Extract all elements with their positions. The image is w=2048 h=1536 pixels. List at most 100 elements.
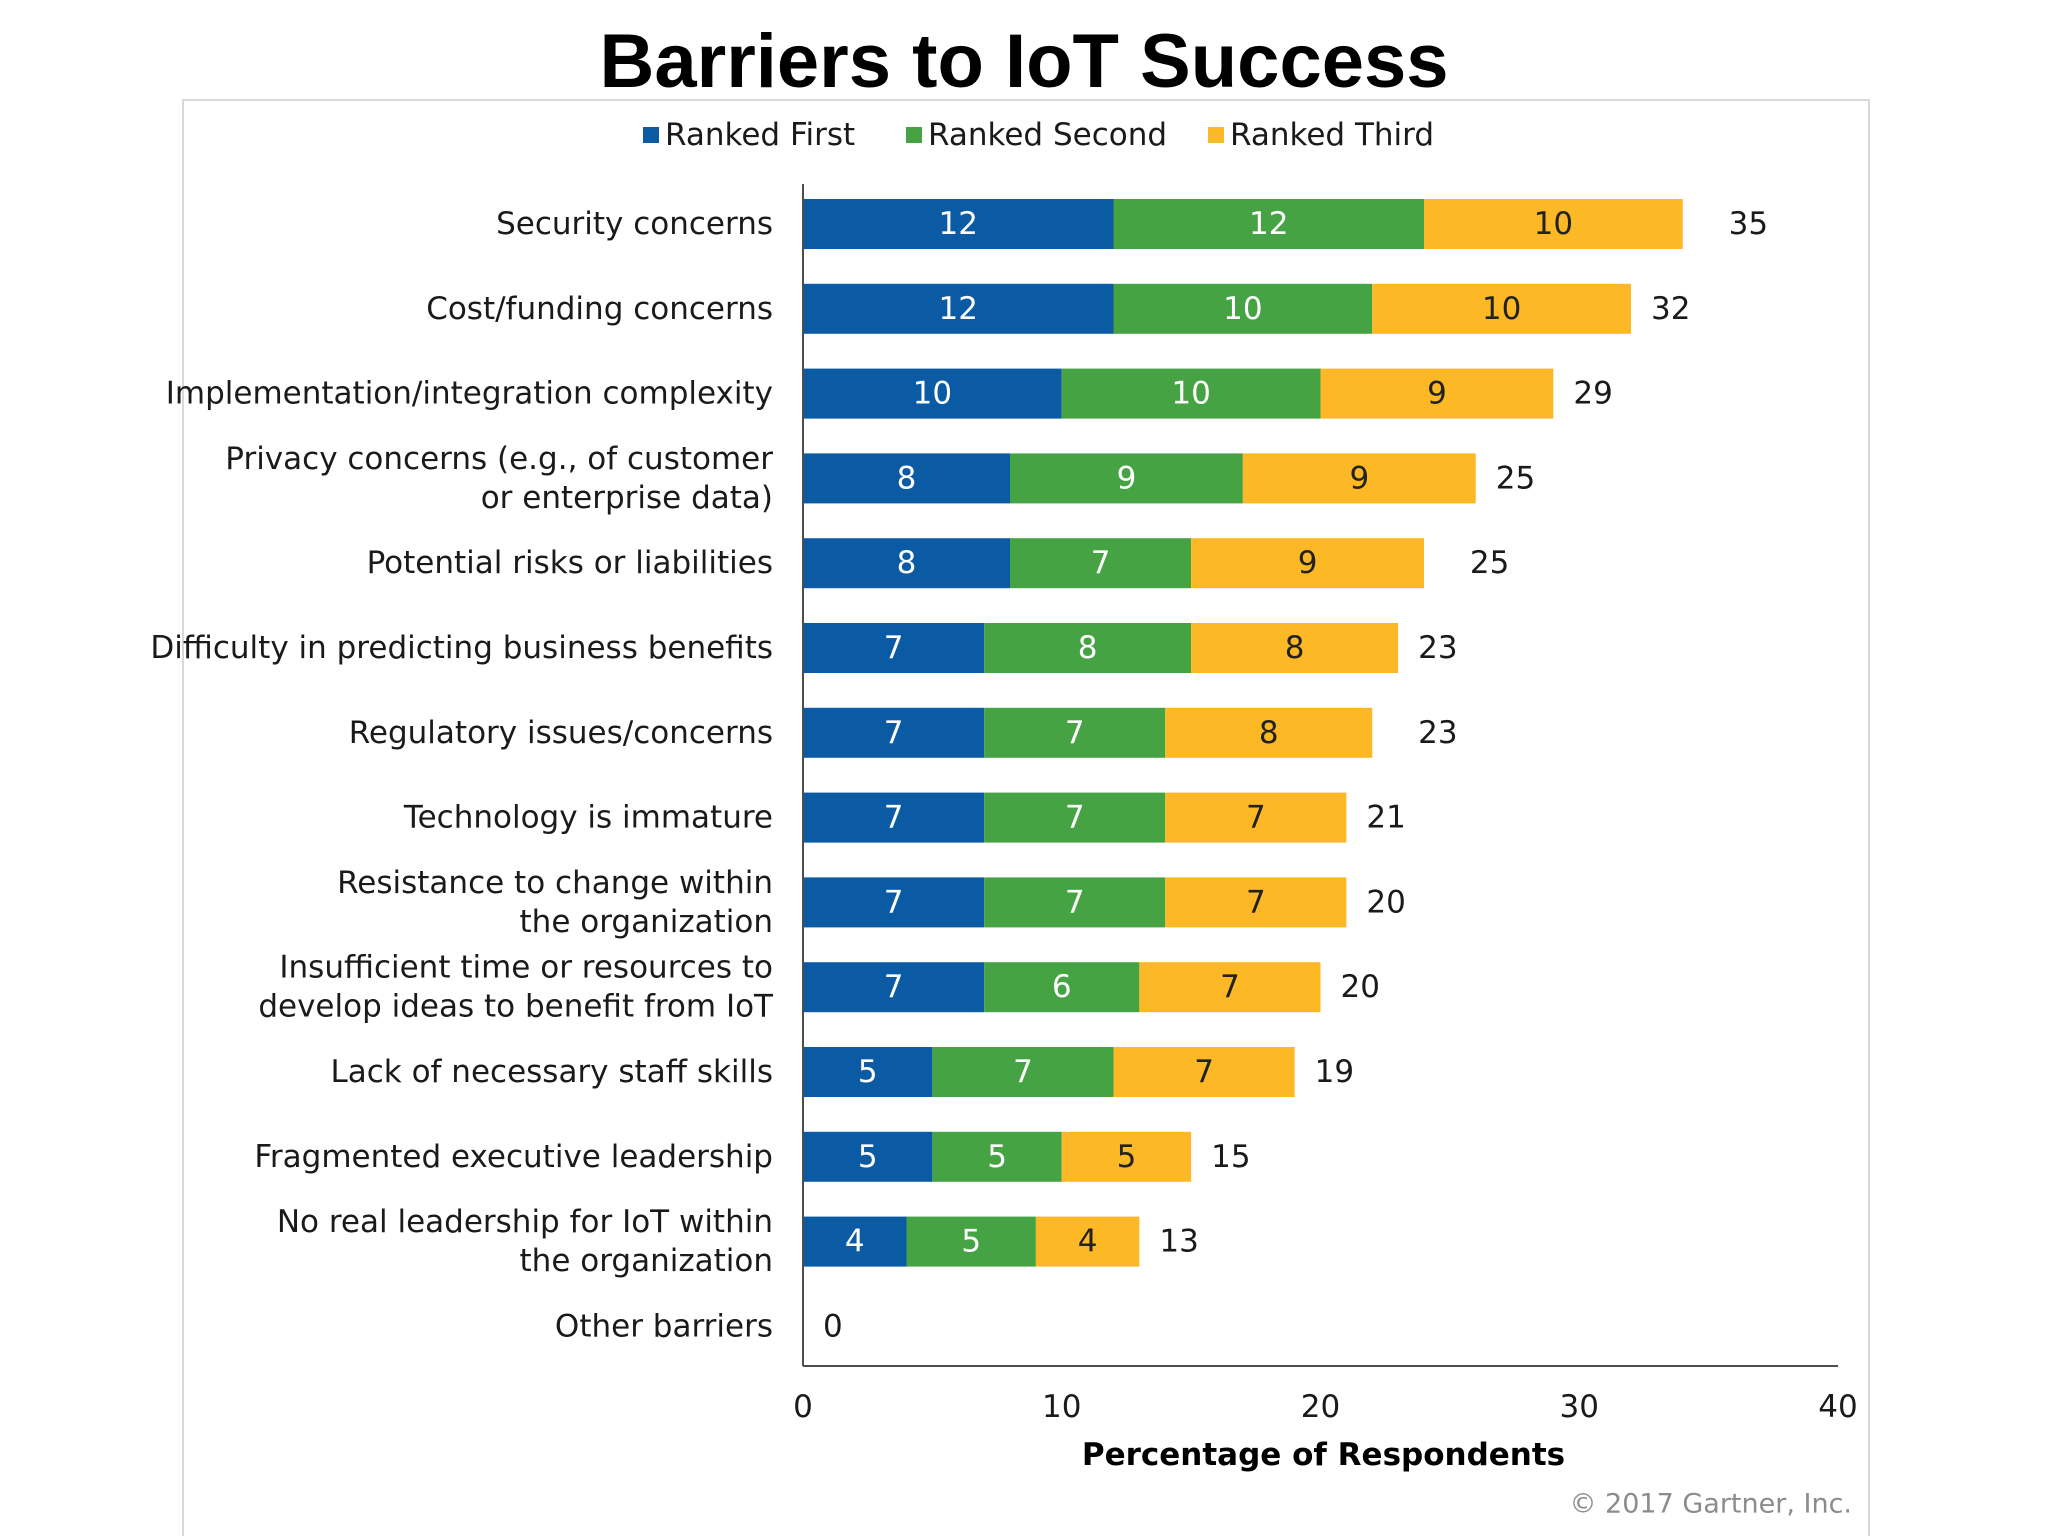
segment-label: 8	[1285, 630, 1305, 666]
segment-label: 5	[1117, 1139, 1137, 1175]
category-label: the organization	[520, 1243, 773, 1279]
total-label: 25	[1496, 460, 1535, 496]
bar-segment	[1061, 368, 1321, 419]
total-label: 35	[1729, 206, 1768, 242]
category-label: Cost/funding concerns	[426, 291, 773, 327]
segment-label: 7	[884, 800, 904, 836]
bar-segment	[1165, 707, 1373, 758]
segment-label: 7	[1013, 1054, 1033, 1090]
bar-segment	[1113, 1047, 1295, 1097]
legend-label: Ranked First	[665, 117, 855, 153]
segment-label: 5	[987, 1139, 1007, 1175]
segment-label: 7	[884, 884, 904, 920]
segment-label: 5	[961, 1224, 981, 1260]
bar-segment	[1010, 538, 1192, 589]
total-label: 25	[1470, 545, 1509, 581]
segment-label: 7	[1246, 800, 1266, 836]
segment-label: 10	[1534, 206, 1573, 242]
segment-label: 8	[897, 545, 917, 581]
segment-label: 7	[884, 969, 904, 1005]
legend-swatch	[906, 127, 922, 143]
segment-label: 5	[858, 1139, 878, 1175]
category-label: Privacy concerns (e.g., of customer	[225, 441, 773, 477]
chart-title: Barriers to IoT Success	[599, 19, 1449, 104]
bar-segment	[803, 283, 1114, 334]
category-label: Fragmented executive leadership	[254, 1139, 773, 1175]
bar-segment	[1035, 1216, 1140, 1267]
bar-segment	[1165, 877, 1347, 928]
segment-label: 12	[939, 291, 978, 327]
x-tick-label: 0	[793, 1389, 813, 1425]
bar-segment	[803, 453, 1010, 504]
source-note: © 2017 Gartner, Inc.	[1569, 1489, 1852, 1520]
segment-label: 7	[1091, 545, 1111, 581]
total-label: 19	[1315, 1054, 1354, 1090]
bar-segment	[1191, 623, 1399, 673]
category-label: Potential risks or liabilities	[367, 545, 773, 581]
segment-label: 10	[1482, 291, 1521, 327]
bar-segment	[803, 1047, 933, 1097]
bar-segment	[1113, 283, 1373, 334]
total-label: 29	[1573, 376, 1612, 412]
category-label: Technology is immature	[403, 800, 773, 836]
category-label: develop ideas to benefit from IoT	[258, 989, 774, 1025]
segment-label: 7	[1065, 715, 1085, 751]
segment-label: 8	[1259, 715, 1279, 751]
segment-label: 7	[1220, 969, 1240, 1005]
total-label: 13	[1159, 1224, 1198, 1260]
bar-segment	[803, 792, 985, 843]
segment-label: 7	[884, 630, 904, 666]
bar-segment	[984, 877, 1166, 928]
legend-swatch	[1208, 127, 1224, 143]
category-label: or enterprise data)	[481, 480, 773, 516]
total-label: 32	[1651, 291, 1690, 327]
bar-segment	[803, 368, 1062, 419]
total-label: 20	[1366, 884, 1405, 920]
x-tick-label: 10	[1042, 1389, 1081, 1425]
category-label: the organization	[520, 904, 773, 940]
bar-segment	[803, 623, 985, 673]
bar-segment	[1424, 199, 1683, 249]
bar-segment	[984, 962, 1140, 1013]
x-tick-label: 30	[1560, 1389, 1599, 1425]
legend-label: Ranked Second	[928, 117, 1167, 153]
segment-label: 9	[1427, 376, 1447, 412]
bar-segment	[984, 792, 1166, 843]
category-label: Insufficient time or resources to	[279, 950, 773, 986]
total-label: 20	[1341, 969, 1380, 1005]
segment-label: 8	[897, 460, 917, 496]
category-label: Regulatory issues/concerns	[349, 715, 773, 751]
segment-label: 5	[858, 1054, 878, 1090]
segment-label: 4	[845, 1224, 865, 1260]
bar-segment	[1113, 199, 1424, 249]
bar-segment	[803, 1216, 907, 1267]
segment-label: 10	[1171, 376, 1210, 412]
bar-segment	[803, 1131, 933, 1182]
bar-segment	[1320, 368, 1554, 419]
segment-label: 7	[884, 715, 904, 751]
bar-segment	[932, 1047, 1114, 1097]
segment-label: 8	[1078, 630, 1098, 666]
total-label: 21	[1366, 800, 1405, 836]
bar-segment	[803, 877, 985, 928]
category-label: Resistance to change within	[337, 865, 773, 901]
segment-label: 9	[1349, 460, 1369, 496]
category-label: Difficulty in predicting business benefi…	[150, 630, 773, 666]
segment-label: 7	[1065, 884, 1085, 920]
category-label: Other barriers	[555, 1308, 773, 1344]
bar-segment	[803, 707, 985, 758]
segment-label: 6	[1052, 969, 1072, 1005]
segment-label: 7	[1065, 800, 1085, 836]
x-axis-label: Percentage of Respondents	[1082, 1437, 1565, 1473]
segment-label: 12	[1249, 206, 1288, 242]
x-tick-label: 20	[1301, 1389, 1340, 1425]
bar-segment	[1165, 792, 1347, 843]
bar-segment	[932, 1131, 1062, 1182]
category-label: No real leadership for IoT within	[277, 1204, 773, 1240]
bar-segment	[906, 1216, 1036, 1267]
bar-segment	[1139, 962, 1321, 1013]
chart-frame	[182, 99, 1870, 1536]
total-label: 15	[1211, 1139, 1250, 1175]
bar-segment	[803, 538, 1010, 589]
